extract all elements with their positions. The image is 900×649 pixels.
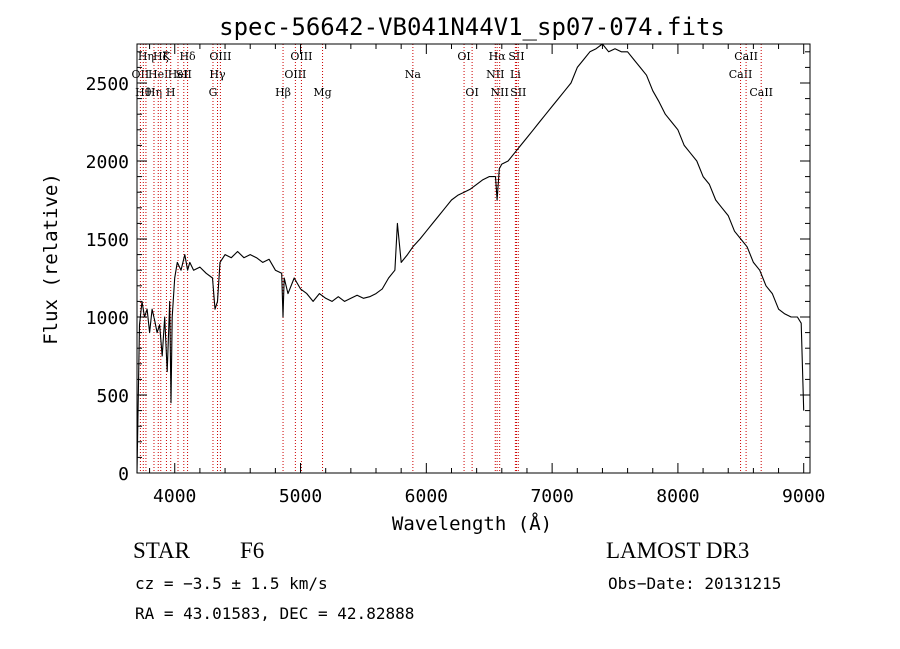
line-label-6: K — [162, 50, 171, 63]
spectrum-series — [136, 43, 805, 474]
line-label-0: OII — [132, 68, 150, 81]
line-label-29: CaII — [749, 86, 773, 99]
line-label-1: Hθ — [135, 86, 152, 99]
x-tick-label-4: 8000 — [656, 486, 699, 507]
line-label-17: Mg — [313, 86, 331, 99]
line-label-2: Hη — [138, 50, 154, 63]
chart-title: spec-56642-VB041N44V1_sp07-074.fits — [219, 13, 725, 41]
x-axis: 4000 5000 6000 7000 8000 9000 — [149, 44, 825, 507]
spectrum-line-0 — [136, 43, 805, 474]
line-label-5: Hζ — [153, 50, 169, 63]
y-tick-label-0: 0 — [118, 464, 129, 485]
line-label-14: Hβ — [275, 86, 291, 99]
line-label-4: HeI — [148, 68, 168, 81]
y-axis-label: Flux (relative) — [40, 173, 62, 345]
line-label-9: SII — [176, 68, 192, 81]
line-label-18: Na — [405, 68, 422, 81]
y-axis: 0 500 1000 1500 2000 2500 — [86, 51, 810, 485]
redshift-cz: cz = −3.5 ± 1.5 km/s — [135, 574, 328, 593]
line-label-26: SII — [510, 86, 526, 99]
y-tick-label-5: 2500 — [86, 74, 129, 95]
line-label-25: SII — [508, 50, 524, 63]
line-label-16: OIII — [290, 50, 312, 63]
line-label-20: OI — [465, 86, 478, 99]
y-tick-label-1: 500 — [96, 386, 129, 407]
object-class: STAR — [133, 538, 190, 563]
observation-date: Obs−Date: 20131215 — [608, 574, 782, 593]
sky-coordinates: RA = 43.01583, DEC = 42.82888 — [135, 604, 415, 623]
y-tick-label-4: 2000 — [86, 152, 129, 173]
x-tick-label-1: 5000 — [279, 486, 322, 507]
line-label-7: H — [166, 86, 176, 99]
survey-name: LAMOST DR3 — [606, 538, 750, 563]
x-tick-label-0: 4000 — [153, 486, 196, 507]
line-label-8: HeI — [168, 68, 188, 81]
line-label-21: NII — [486, 68, 504, 81]
line-label-19: OI — [457, 50, 470, 63]
x-tick-label-2: 6000 — [405, 486, 448, 507]
object-subclass: F6 — [240, 538, 265, 563]
line-label-22: Hα — [489, 50, 507, 63]
line-label-27: CaII — [729, 68, 753, 81]
line-label-3: Hη — [146, 86, 162, 99]
plot-frame — [136, 43, 811, 474]
line-label-24: Li — [510, 68, 521, 81]
line-label-15: OIII — [284, 68, 306, 81]
line-label-13: OIII — [209, 50, 231, 63]
y-tick-label-3: 1500 — [86, 230, 129, 251]
line-label-28: CaII — [734, 50, 758, 63]
x-tick-label-5: 9000 — [782, 486, 825, 507]
line-label-10: Hδ — [179, 50, 196, 63]
spectral-line-markers: OIIHθHηHηHeIHζKHHeISIIHδGHγOIIIHβOIIIOII… — [132, 44, 773, 473]
line-label-12: Hγ — [209, 68, 226, 81]
line-label-23: NII — [491, 86, 509, 99]
x-axis-label: Wavelength (Å) — [392, 512, 552, 535]
y-tick-label-2: 1000 — [86, 308, 129, 329]
line-label-11: G — [209, 86, 218, 99]
x-tick-label-3: 7000 — [530, 486, 573, 507]
